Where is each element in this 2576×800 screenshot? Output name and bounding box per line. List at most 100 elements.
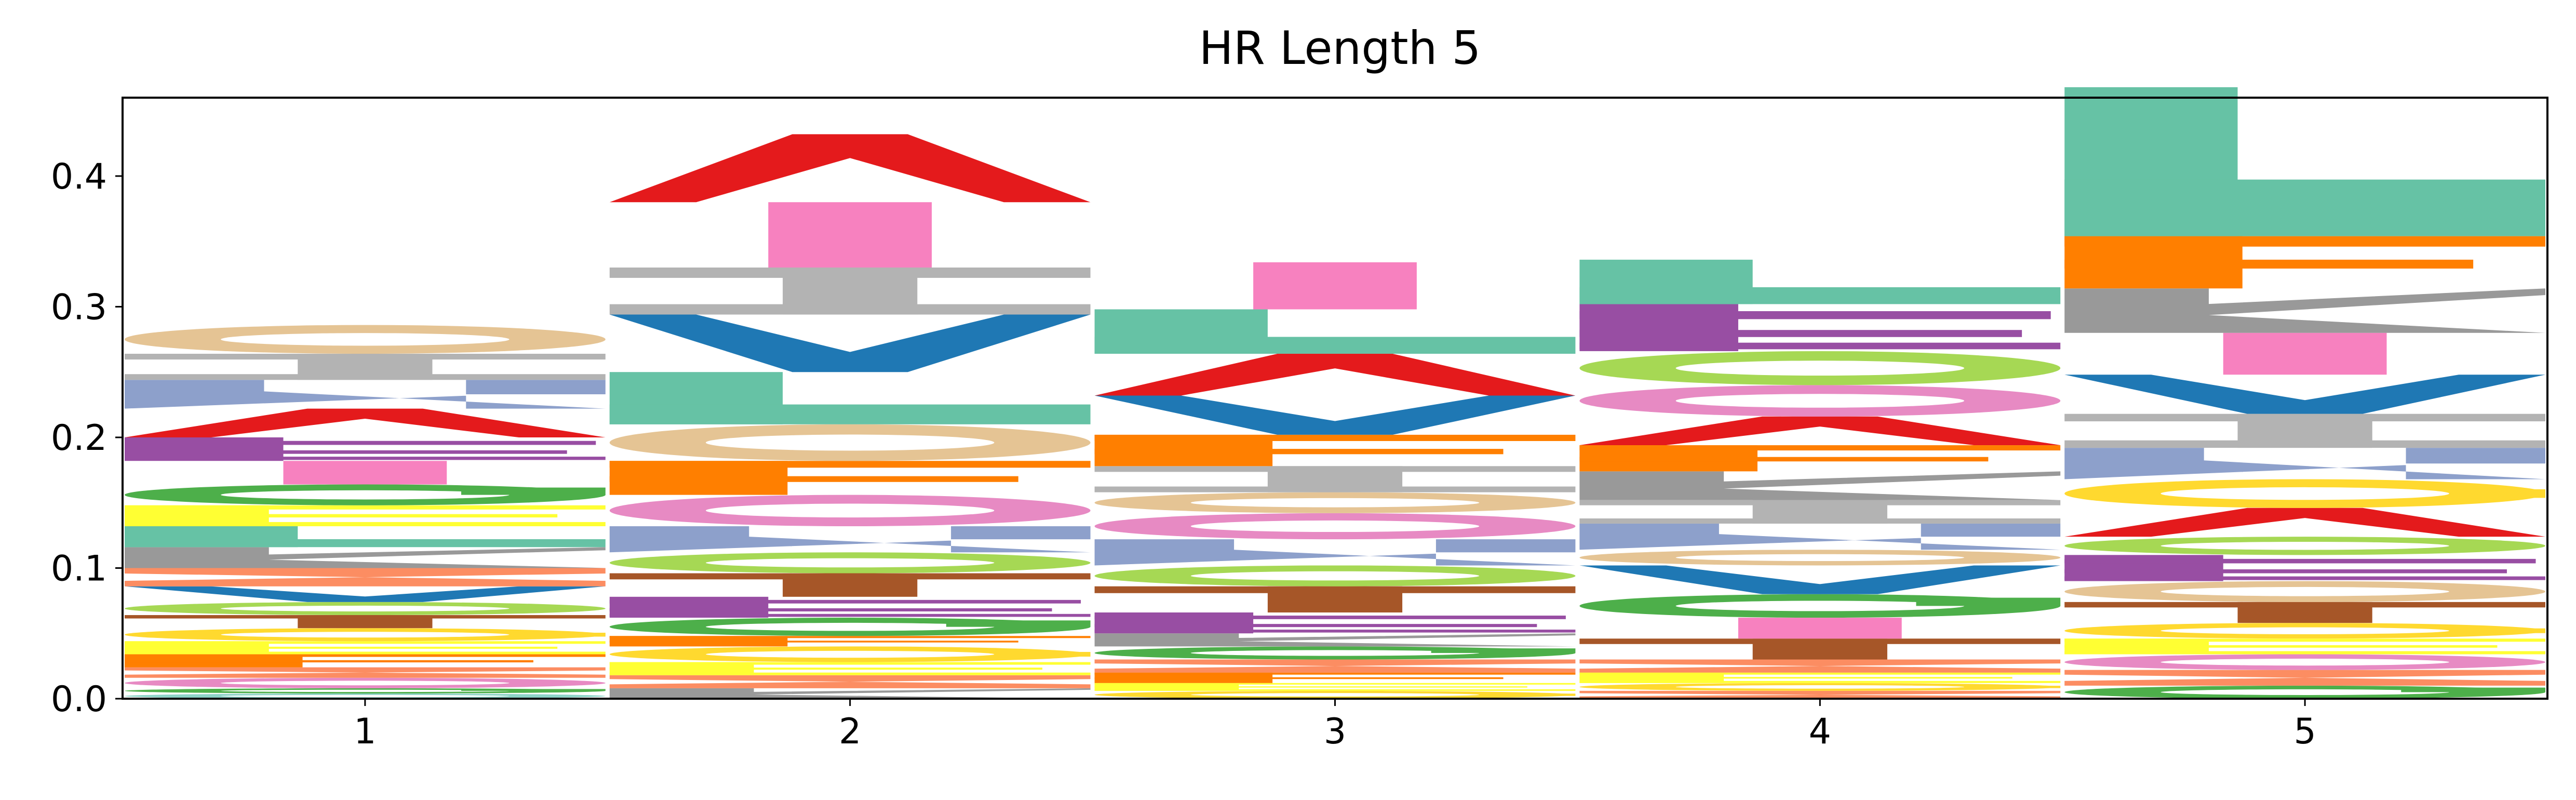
y-tick-label: 0.1 <box>51 548 107 589</box>
glyph-S <box>2064 670 2545 686</box>
glyph-L <box>2064 87 2545 236</box>
glyph-K <box>1579 304 2061 351</box>
chart-title: HR Length 5 <box>1199 21 1481 75</box>
glyph-I <box>609 267 1091 315</box>
glyph-S <box>1579 690 2061 699</box>
glyph-R <box>1579 351 2061 385</box>
glyph-L <box>609 372 1091 424</box>
glyph-D <box>2064 685 2545 699</box>
glyph-F <box>609 461 1091 495</box>
glyph-D <box>125 484 606 505</box>
glyph-D <box>1094 646 1576 660</box>
glyph-T <box>2064 602 2545 623</box>
glyph-E <box>2064 638 2545 655</box>
glyph-F <box>609 636 1091 647</box>
y-tick-label: 0.4 <box>51 156 107 197</box>
glyph-H <box>609 424 1091 461</box>
glyph-D <box>1579 594 2061 618</box>
glyph-R <box>125 602 606 616</box>
glyph-D <box>609 618 1091 636</box>
logo-column-2 <box>609 134 1091 699</box>
glyph-Q <box>125 677 606 688</box>
glyph-S <box>1094 659 1576 673</box>
logo-column-4 <box>1579 259 2061 699</box>
glyph-L <box>1579 259 2061 304</box>
glyph-W <box>2064 448 2545 479</box>
glyph-N <box>2064 288 2545 333</box>
logo-column-5 <box>2064 87 2545 699</box>
glyph-A <box>1579 416 2061 446</box>
glyph-A <box>125 408 606 437</box>
glyph-K <box>2064 555 2545 581</box>
glyph-E <box>609 662 1091 675</box>
logo-column-1 <box>125 325 606 699</box>
glyph-N <box>1094 633 1576 647</box>
glyph-V <box>1094 395 1576 435</box>
glyph-W <box>125 380 606 409</box>
y-tick-label: 0.3 <box>51 287 107 328</box>
glyph-R <box>609 552 1091 574</box>
glyph-Y <box>1579 683 2061 691</box>
glyph-V <box>2064 375 2545 414</box>
glyph-K <box>1094 612 1576 634</box>
glyph-Y <box>1094 690 1576 699</box>
glyph-M <box>2223 332 2387 375</box>
glyph-S <box>125 667 606 678</box>
y-tick-label: 0.2 <box>51 418 107 459</box>
glyph-A <box>609 134 1091 203</box>
glyph-T <box>609 573 1091 597</box>
glyph-W <box>609 526 1091 553</box>
glyph-S <box>1579 659 2061 673</box>
glyph-A <box>1094 353 1576 396</box>
glyph-M <box>283 461 447 485</box>
glyph-T <box>1579 638 2061 660</box>
glyph-W <box>1579 523 2061 550</box>
glyph-L <box>1094 309 1576 354</box>
glyph-E <box>125 641 606 655</box>
glyph-F <box>125 654 606 668</box>
glyph-H <box>2064 581 2545 602</box>
glyph-A <box>2064 508 2545 537</box>
glyph-I <box>125 353 606 380</box>
glyph-Y <box>125 628 606 642</box>
x-tick-label: 2 <box>839 711 861 752</box>
glyph-E <box>1579 672 2061 683</box>
x-tick-label: 4 <box>1809 711 1831 752</box>
glyph-D <box>125 688 606 694</box>
glyph-E <box>125 505 606 526</box>
logo-column-3 <box>1094 262 1576 699</box>
glyph-I <box>2064 414 2545 448</box>
glyph-Y <box>2064 623 2545 639</box>
axes: 0.0 0.1 0.2 0.3 0.4 1 2 3 4 5 <box>51 97 2548 752</box>
glyph-H <box>1094 492 1576 513</box>
glyph-Y <box>2064 479 2545 508</box>
glyph-M <box>768 202 932 268</box>
glyph-Q <box>1579 385 2061 417</box>
glyph-N <box>1579 471 2061 500</box>
glyph-N <box>609 688 1091 699</box>
glyph-K <box>609 596 1091 618</box>
glyph-V <box>1579 565 2061 594</box>
glyph-L <box>125 526 606 548</box>
glyph-S <box>609 675 1091 688</box>
glyph-H <box>125 325 606 354</box>
glyph-Q <box>2064 654 2545 670</box>
glyph-I <box>1579 500 2061 524</box>
glyph-V <box>609 314 1091 372</box>
glyph-M <box>1253 262 1417 310</box>
x-tick-label: 3 <box>1324 711 1346 752</box>
glyph-F <box>1579 445 2061 472</box>
x-tick-label: 1 <box>354 711 376 752</box>
glyph-F <box>1094 434 1576 466</box>
glyph-G <box>125 693 606 699</box>
glyph-M <box>1738 618 1902 639</box>
glyph-H <box>1579 550 2061 566</box>
glyph-R <box>1094 565 1576 586</box>
glyph-V <box>125 586 606 602</box>
y-tick-label: 0.0 <box>51 679 107 720</box>
glyph-T <box>1094 586 1576 612</box>
glyph-Q <box>1094 513 1576 540</box>
glyph-F <box>1094 672 1576 683</box>
glyph-F <box>2064 236 2545 289</box>
